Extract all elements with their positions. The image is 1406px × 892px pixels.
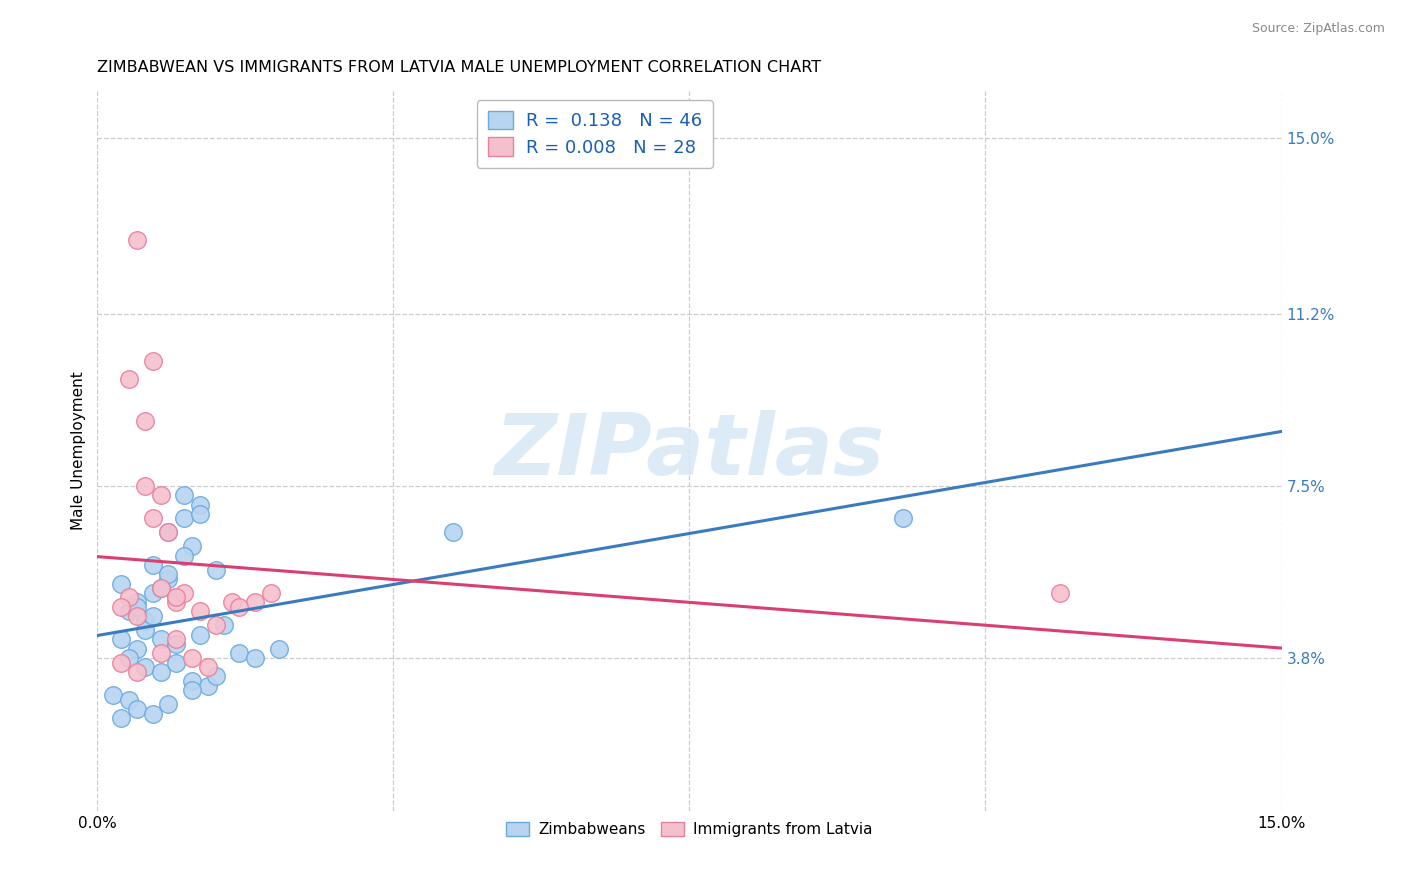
- Point: [118, 372, 141, 386]
- Point: [157, 525, 180, 540]
- Point: [173, 488, 195, 502]
- Point: [149, 646, 172, 660]
- Point: [157, 567, 180, 582]
- Point: [228, 599, 250, 614]
- Point: [221, 595, 243, 609]
- Point: [118, 651, 141, 665]
- Point: [188, 627, 211, 641]
- Point: [142, 511, 165, 525]
- Point: [228, 646, 250, 660]
- Point: [142, 609, 165, 624]
- Point: [188, 604, 211, 618]
- Point: [149, 488, 172, 502]
- Point: [204, 563, 226, 577]
- Point: [125, 609, 148, 624]
- Point: [181, 540, 204, 554]
- Point: [204, 669, 226, 683]
- Point: [212, 618, 235, 632]
- Point: [181, 683, 204, 698]
- Point: [101, 688, 124, 702]
- Point: [118, 604, 141, 618]
- Point: [110, 656, 132, 670]
- Text: Source: ZipAtlas.com: Source: ZipAtlas.com: [1251, 22, 1385, 36]
- Point: [165, 591, 187, 605]
- Text: ZIPatlas: ZIPatlas: [495, 409, 884, 492]
- Point: [173, 549, 195, 563]
- Point: [118, 591, 141, 605]
- Point: [157, 525, 180, 540]
- Point: [173, 586, 195, 600]
- Point: [1049, 586, 1071, 600]
- Point: [142, 353, 165, 368]
- Point: [157, 572, 180, 586]
- Point: [134, 414, 156, 428]
- Point: [181, 651, 204, 665]
- Point: [197, 660, 219, 674]
- Point: [245, 595, 267, 609]
- Point: [149, 632, 172, 647]
- Point: [165, 656, 187, 670]
- Legend: Zimbabweans, Immigrants from Latvia: Zimbabweans, Immigrants from Latvia: [501, 815, 879, 843]
- Point: [134, 660, 156, 674]
- Point: [125, 595, 148, 609]
- Point: [181, 674, 204, 689]
- Point: [125, 233, 148, 247]
- Point: [110, 576, 132, 591]
- Point: [118, 692, 141, 706]
- Point: [245, 651, 267, 665]
- Point: [188, 498, 211, 512]
- Point: [441, 525, 464, 540]
- Point: [110, 599, 132, 614]
- Point: [165, 632, 187, 647]
- Point: [891, 511, 914, 525]
- Point: [188, 507, 211, 521]
- Point: [157, 698, 180, 712]
- Point: [110, 711, 132, 725]
- Point: [134, 623, 156, 637]
- Point: [149, 665, 172, 679]
- Point: [204, 618, 226, 632]
- Point: [260, 586, 283, 600]
- Point: [165, 637, 187, 651]
- Point: [110, 632, 132, 647]
- Point: [125, 702, 148, 716]
- Point: [142, 706, 165, 721]
- Point: [267, 641, 290, 656]
- Text: ZIMBABWEAN VS IMMIGRANTS FROM LATVIA MALE UNEMPLOYMENT CORRELATION CHART: ZIMBABWEAN VS IMMIGRANTS FROM LATVIA MAL…: [97, 60, 821, 75]
- Point: [125, 599, 148, 614]
- Point: [149, 581, 172, 595]
- Point: [134, 479, 156, 493]
- Point: [165, 591, 187, 605]
- Y-axis label: Male Unemployment: Male Unemployment: [72, 372, 86, 531]
- Point: [125, 665, 148, 679]
- Point: [142, 558, 165, 572]
- Point: [149, 581, 172, 595]
- Point: [173, 511, 195, 525]
- Point: [142, 586, 165, 600]
- Point: [134, 614, 156, 628]
- Point: [125, 641, 148, 656]
- Point: [197, 679, 219, 693]
- Point: [165, 595, 187, 609]
